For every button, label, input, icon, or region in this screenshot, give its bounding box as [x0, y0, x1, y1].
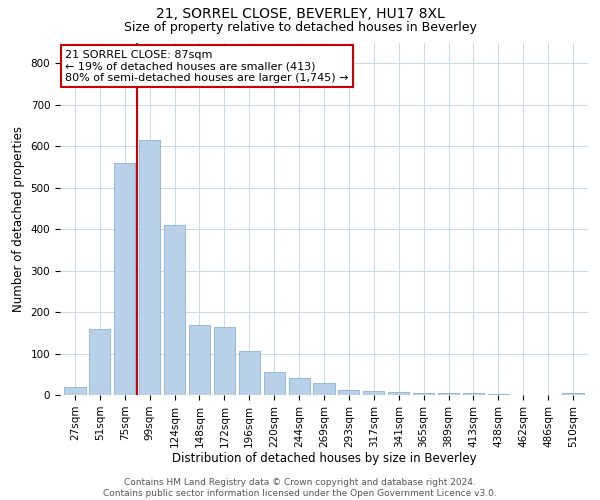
X-axis label: Distribution of detached houses by size in Beverley: Distribution of detached houses by size … — [172, 452, 476, 466]
Text: Contains HM Land Registry data © Crown copyright and database right 2024.
Contai: Contains HM Land Registry data © Crown c… — [103, 478, 497, 498]
Bar — [363, 391, 385, 395]
Bar — [139, 140, 160, 395]
Bar — [189, 324, 210, 395]
Text: 21 SORREL CLOSE: 87sqm
← 19% of detached houses are smaller (413)
80% of semi-de: 21 SORREL CLOSE: 87sqm ← 19% of detached… — [65, 50, 349, 82]
Bar — [114, 163, 136, 395]
Bar — [239, 352, 260, 395]
Bar — [338, 390, 359, 395]
Bar — [263, 372, 285, 395]
Bar — [89, 328, 110, 395]
Y-axis label: Number of detached properties: Number of detached properties — [12, 126, 25, 312]
Text: 21, SORREL CLOSE, BEVERLEY, HU17 8XL: 21, SORREL CLOSE, BEVERLEY, HU17 8XL — [155, 8, 445, 22]
Bar — [438, 393, 459, 395]
Bar — [463, 393, 484, 395]
Bar — [313, 382, 335, 395]
Bar — [214, 326, 235, 395]
Bar — [562, 393, 584, 395]
Text: Size of property relative to detached houses in Beverley: Size of property relative to detached ho… — [124, 21, 476, 34]
Bar — [64, 386, 86, 395]
Bar — [488, 394, 509, 395]
Bar — [289, 378, 310, 395]
Bar — [413, 392, 434, 395]
Bar — [388, 392, 409, 395]
Bar — [164, 225, 185, 395]
